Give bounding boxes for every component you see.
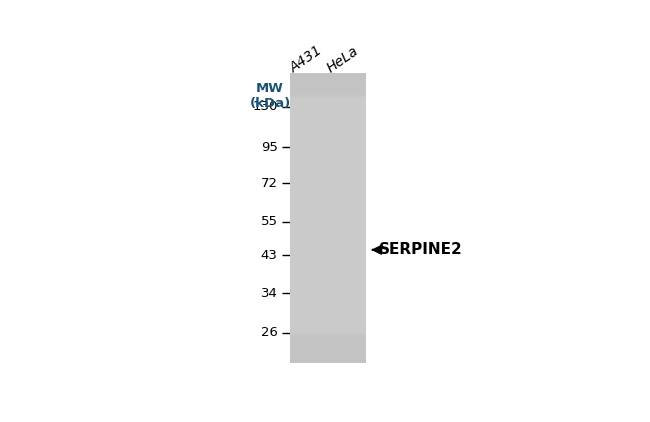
Text: HeLa: HeLa [325,44,361,76]
Text: 55: 55 [261,215,278,228]
Text: 95: 95 [261,141,278,154]
Text: SERPINE2: SERPINE2 [378,242,462,257]
Ellipse shape [330,246,358,254]
Bar [291,73,366,362]
Ellipse shape [292,268,322,275]
Text: 130: 130 [252,100,278,113]
Text: 34: 34 [261,287,278,300]
Text: A431: A431 [288,43,325,76]
Text: MW
(kDa): MW (kDa) [250,81,291,110]
Text: 72: 72 [261,177,278,190]
Text: 43: 43 [261,249,278,262]
Ellipse shape [333,269,355,274]
Text: 26: 26 [261,326,278,339]
Ellipse shape [293,247,321,253]
